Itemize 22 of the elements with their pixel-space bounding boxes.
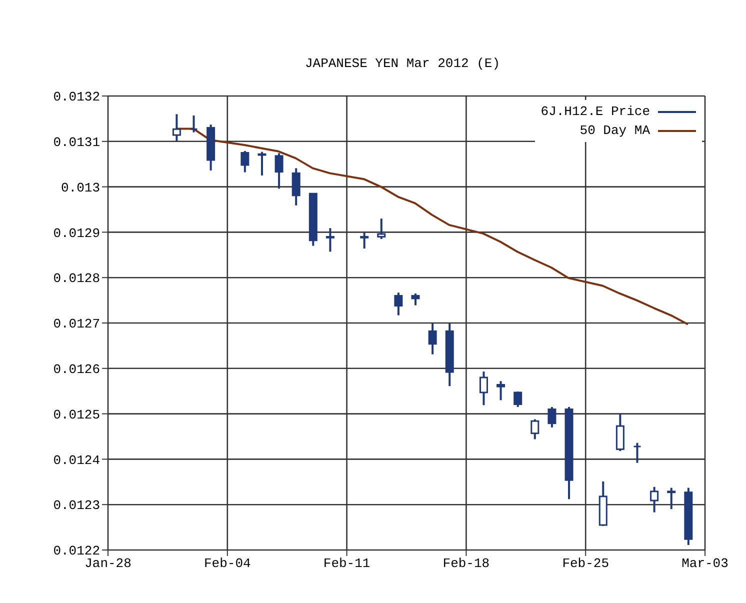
x-tick-label: Feb-25 [562,556,610,572]
x-tick-label: Feb-04 [204,556,251,572]
x-tick-label: Feb-11 [323,556,370,572]
y-tick-label: 0.0129 [53,226,100,241]
legend-label: 50 Day MA [580,122,650,140]
y-tick-label: 0.0132 [53,90,100,105]
y-tick-label: 0.0123 [53,498,100,514]
candlestick [632,442,642,463]
y-tick-label: 0.0126 [53,362,100,378]
y-tick-label: 0.0131 [53,135,100,150]
y-tick-label: 0.0124 [53,452,100,468]
y-tick-label: 0.013 [60,180,100,196]
y-tick-label: 0.0127 [53,316,100,332]
x-tick-label: Jan-28 [84,556,132,572]
x-tick-label: Feb-18 [442,556,490,572]
x-tick-label: Mar-03 [682,556,728,572]
y-tick-label: 0.0125 [53,407,100,422]
y-tick-label: 0.0122 [53,544,100,559]
chart-title: JAPANESE YEN Mar 2012 (E) [304,56,502,71]
y-tick-label: 0.0128 [53,271,100,286]
candlestick [190,116,198,132]
legend-label: 6J.H12.E Price [540,103,650,121]
